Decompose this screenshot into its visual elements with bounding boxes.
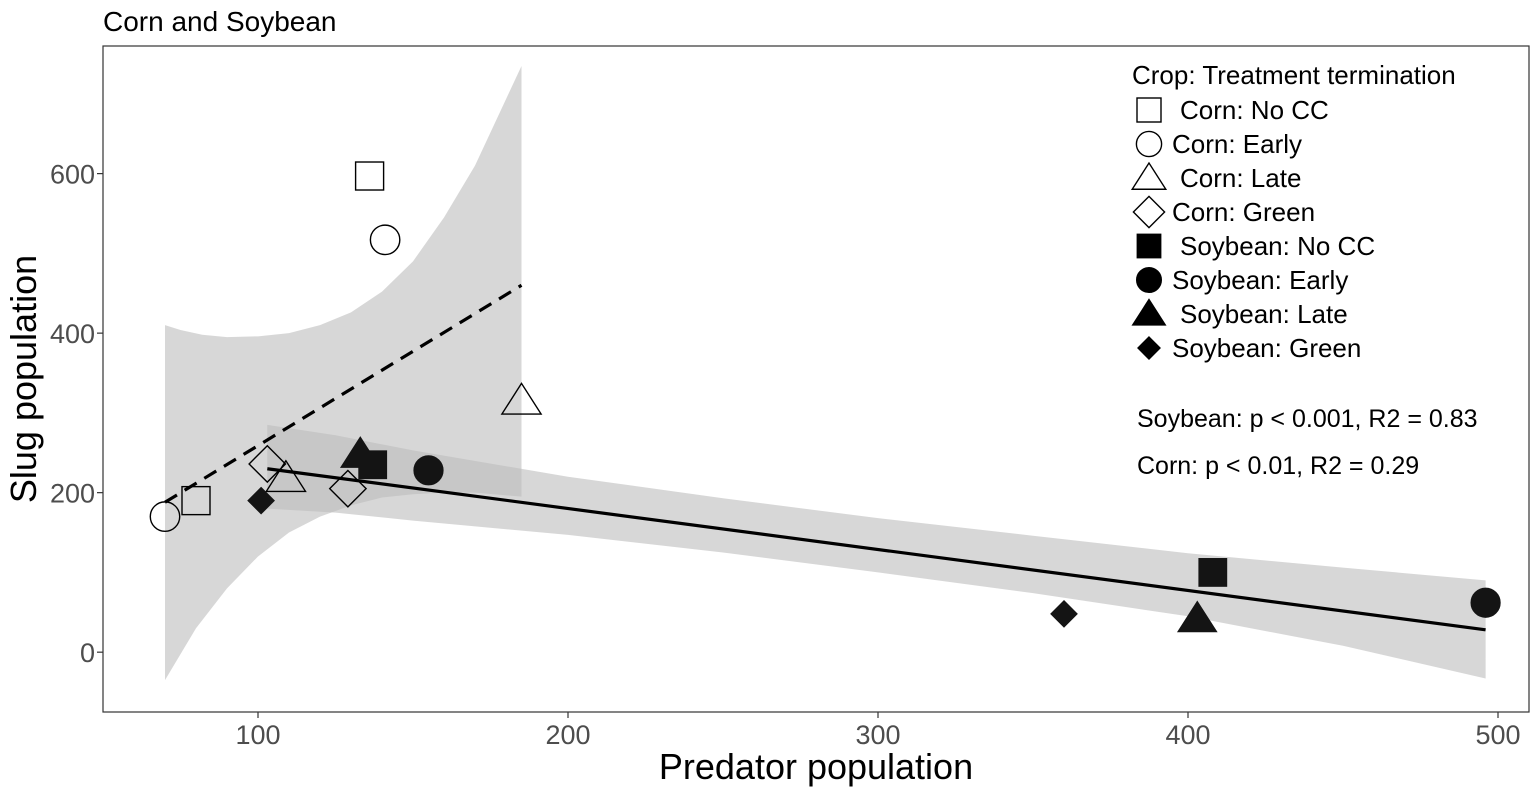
legend-key-soybean-green (1137, 336, 1161, 360)
legend-key-corn-late (1130, 161, 1168, 190)
legend-title: Crop: Treatment termination (1132, 60, 1456, 90)
legend-label-corn-green: Corn: Green (1172, 197, 1315, 227)
stat-annotation: Corn: p < 0.01, R2 = 0.29 (1137, 452, 1419, 480)
x-tick-label: 200 (545, 720, 590, 750)
legend-label-soybean-green: Soybean: Green (1172, 333, 1361, 363)
point-soybean-late (339, 436, 381, 468)
legend-label-soybean-no-cc: Soybean: No CC (1180, 231, 1375, 261)
trend-line-corn (164, 283, 523, 504)
y-tick-label: 600 (50, 160, 95, 190)
ci-ribbon-corn (165, 65, 522, 681)
trend-lines (164, 283, 1486, 632)
y-axis: 0 200 400 600 (50, 160, 103, 668)
legend-label-corn-no-cc: Corn: No CC (1180, 95, 1329, 125)
confidence-ribbons (165, 65, 1486, 681)
point-corn-early (369, 224, 401, 256)
legend-key-soybean-no-cc (1136, 233, 1162, 259)
legend-label-soybean-early: Soybean: Early (1172, 265, 1348, 295)
point-corn-early (149, 501, 181, 532)
chart-title: Corn and Soybean (103, 6, 337, 37)
stat-annotation: Soybean: p < 0.001, R2 = 0.83 (1137, 405, 1478, 433)
annotations: Soybean: p < 0.001, R2 = 0.83 Corn: p < 0… (1137, 405, 1478, 480)
data-points (149, 161, 1501, 633)
point-corn-no-cc (354, 161, 385, 191)
legend-label-corn-early: Corn: Early (1172, 129, 1302, 159)
point-corn-late (265, 459, 307, 493)
legend-key-corn-early (1135, 130, 1163, 158)
point-soybean-green (247, 486, 275, 515)
legend-key-soybean-early (1136, 266, 1163, 293)
x-axis-label: Predator population (659, 746, 973, 787)
x-tick-label: 400 (1165, 720, 1210, 750)
point-soybean-green (1050, 600, 1078, 628)
point-corn-green (328, 469, 368, 508)
y-axis-label: Slug population (3, 255, 44, 503)
point-soybean-early (1470, 587, 1501, 618)
y-tick-label: 400 (50, 319, 95, 349)
x-tick-label: 100 (235, 720, 280, 750)
x-tick-label: 500 (1475, 720, 1520, 750)
legend: Crop: Treatment termination Corn: No CC C… (1130, 60, 1456, 363)
ci-ribbon-soybean (267, 424, 1486, 679)
trend-line-soybean (267, 467, 1486, 632)
point-corn-late (500, 382, 543, 415)
point-soybean-early (413, 455, 444, 486)
x-axis: 100 200 300 400 500 (235, 712, 1521, 750)
legend-label-corn-late: Corn: Late (1180, 163, 1301, 193)
legend-key-corn-no-cc (1136, 97, 1162, 123)
legend-key-corn-green (1132, 195, 1166, 229)
point-soybean-late (1176, 600, 1218, 633)
y-tick-label: 0 (80, 638, 95, 668)
point-corn-green (248, 444, 287, 484)
point-corn-no-cc (181, 485, 211, 516)
legend-label-soybean-late: Soybean: Late (1180, 299, 1348, 329)
plot-panel-border (102, 45, 1530, 713)
legend-key-soybean-late (1131, 298, 1167, 326)
point-soybean-no-cc (1198, 558, 1228, 587)
x-tick-label: 300 (855, 720, 900, 750)
y-tick-label: 200 (50, 479, 95, 509)
